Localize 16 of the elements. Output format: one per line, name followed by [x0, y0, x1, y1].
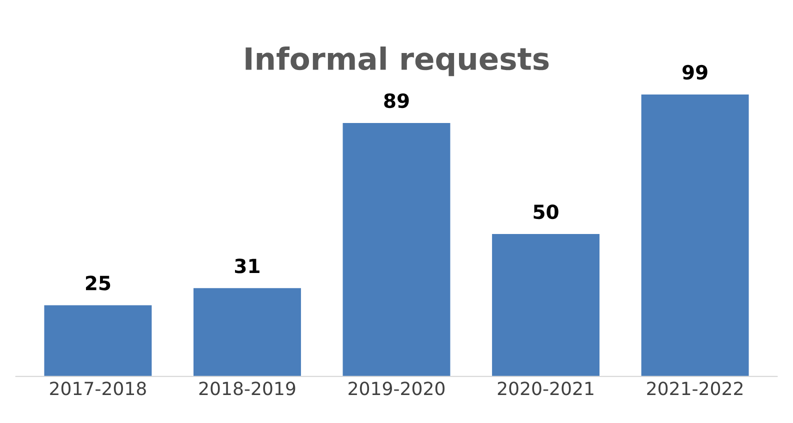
x-tick-label: 2019-2020 — [348, 382, 445, 396]
data-label: 31 — [235, 258, 260, 274]
bar — [193, 288, 301, 376]
x-tick-label: 2021-2022 — [647, 382, 742, 396]
data-label: 25 — [86, 276, 110, 290]
data-label: 89 — [384, 93, 409, 108]
data-label: 99 — [682, 64, 708, 80]
bar — [641, 94, 749, 376]
data-label: 50 — [534, 204, 558, 220]
chart-title: Informal requests — [246, 46, 549, 76]
bar — [342, 122, 450, 376]
bar — [492, 234, 600, 376]
x-tick-label: 2018-2019 — [199, 382, 296, 396]
x-tick-label: 2017-2018 — [50, 382, 146, 396]
bar — [44, 305, 152, 376]
x-tick-label: 2020-2021 — [498, 382, 594, 396]
